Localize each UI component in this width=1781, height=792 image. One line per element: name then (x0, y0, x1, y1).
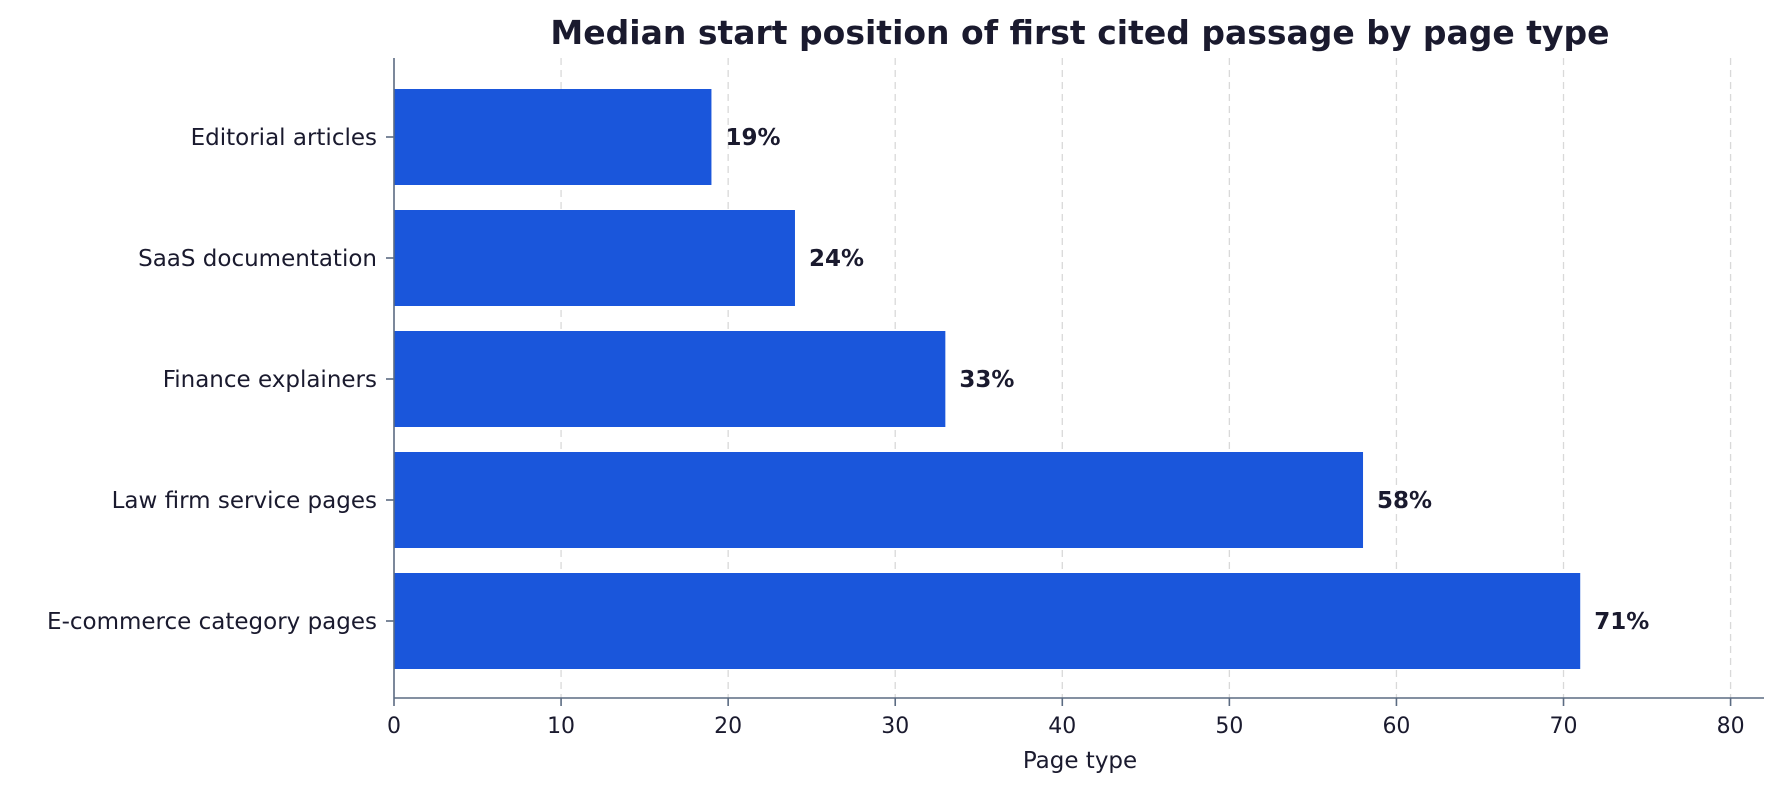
bar (394, 210, 795, 306)
x-axis-label: Page type (1023, 748, 1137, 774)
x-tick-label: 10 (547, 714, 575, 739)
bar (394, 452, 1364, 548)
x-tick-label: 40 (1048, 714, 1076, 739)
bar (394, 331, 946, 427)
chart-title: Median start position of first cited pas… (550, 13, 1609, 52)
x-tick-label: 0 (387, 714, 401, 739)
category-label: Finance explainers (163, 367, 377, 393)
x-tick-label: 30 (881, 714, 909, 739)
x-tick-label: 60 (1382, 714, 1410, 739)
bar-value-label: 24% (809, 246, 864, 272)
category-label: Law firm service pages (112, 488, 377, 514)
category-label: SaaS documentation (138, 246, 377, 272)
bar-value-label: 19% (725, 125, 780, 151)
axes: Editorial articles SaaS documentation Fina… (47, 58, 1764, 739)
bar (394, 89, 712, 185)
x-tick-label: 80 (1717, 714, 1745, 739)
category-label: Editorial articles (191, 125, 377, 151)
x-tick-label: 70 (1550, 714, 1578, 739)
bars: 19% 24% 33% 58% 71% (394, 89, 1649, 669)
bar-value-label: 71% (1594, 609, 1649, 635)
bar (394, 573, 1581, 669)
bar-value-label: 58% (1377, 488, 1432, 514)
x-tick-label: 20 (714, 714, 742, 739)
category-label: E-commerce category pages (47, 609, 377, 635)
bar-value-label: 33% (959, 367, 1014, 393)
x-tick-label: 50 (1215, 714, 1243, 739)
